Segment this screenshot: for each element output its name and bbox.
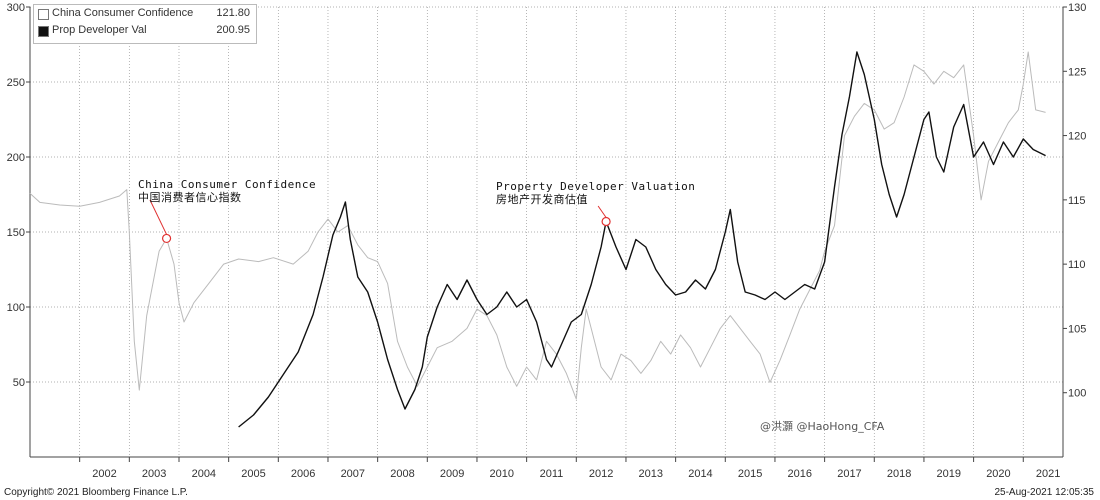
legend-swatch-prop-developer <box>38 26 49 37</box>
axes: 50 100 150 200 250 300 100 105 110 115 120 125 130 20… <box>7 2 1087 480</box>
x-tick-label: 2019 <box>937 468 961 480</box>
left-tick-label: 50 <box>13 377 25 389</box>
x-tick-label: 2014 <box>688 468 712 480</box>
consumer-marker <box>161 233 172 244</box>
x-tick-label: 2002 <box>92 468 116 480</box>
annotation-property-line1: Property Developer Valuation <box>496 180 696 193</box>
right-tick-label: 100 <box>1068 388 1086 400</box>
x-tick-label: 2010 <box>490 468 514 480</box>
annotation-property-line2: 房地产开发商估值 <box>496 193 588 206</box>
legend-item-consumer-confidence: China Consumer Confidence 121.80 <box>34 5 256 22</box>
right-tick-label: 110 <box>1068 259 1086 271</box>
consumer-leader-line <box>149 199 168 235</box>
left-tick-label: 150 <box>7 227 25 239</box>
x-tick-label: 2016 <box>788 468 812 480</box>
x-tick-label: 2012 <box>589 468 613 480</box>
x-tick-label: 2018 <box>887 468 911 480</box>
x-tick-label: 2006 <box>291 468 315 480</box>
legend-value-prop-developer: 200.95 <box>216 24 250 36</box>
annotation-consumer: China Consumer Confidence 中国消费者信心指数 <box>138 178 316 204</box>
x-tick-label: 2003 <box>142 468 166 480</box>
legend: China Consumer Confidence 121.80 Prop De… <box>33 4 257 44</box>
x-tick-label: 2008 <box>390 468 414 480</box>
x-tick-label: 2004 <box>192 468 216 480</box>
legend-label-prop-developer: Prop Developer Val <box>52 24 147 36</box>
x-tick-label: 2015 <box>738 468 762 480</box>
left-tick-label: 100 <box>7 302 25 314</box>
series-line-prop-developer <box>238 51 1046 428</box>
x-tick-label: 2013 <box>639 468 663 480</box>
series-layer <box>29 51 1046 428</box>
right-tick-label: 115 <box>1068 195 1086 207</box>
legend-label-consumer-confidence: China Consumer Confidence <box>52 7 194 19</box>
watermark: @洪灝 @HaoHong_CFA <box>760 420 885 433</box>
legend-value-consumer-confidence: 121.80 <box>216 7 250 19</box>
series-line-consumer-confidence <box>29 51 1046 400</box>
right-tick-label: 125 <box>1068 66 1086 78</box>
footer-timestamp: 25-Aug-2021 12:05:35 <box>994 487 1094 498</box>
right-tick-label: 120 <box>1068 131 1086 143</box>
property-leader-line <box>597 205 607 218</box>
property-marker <box>601 216 611 227</box>
annotation-property: Property Developer Valuation 房地产开发商估值 <box>496 180 695 206</box>
annotation-consumer-line1: China Consumer Confidence <box>138 178 317 191</box>
x-tick-label: 2021 <box>1036 468 1060 480</box>
left-tick-label: 300 <box>7 2 25 14</box>
legend-swatch-consumer-confidence <box>38 9 49 20</box>
right-tick-label: 105 <box>1068 323 1086 335</box>
annotation-consumer-line2: 中国消费者信心指数 <box>138 191 242 204</box>
x-tick-label: 2005 <box>241 468 265 480</box>
grid <box>30 6 1063 457</box>
x-tick-label: 2020 <box>986 468 1010 480</box>
x-tick-label: 2007 <box>341 468 365 480</box>
x-tick-label: 2017 <box>837 468 861 480</box>
left-tick-label: 250 <box>7 77 25 89</box>
x-tick-label: 2009 <box>440 468 464 480</box>
legend-item-prop-developer: Prop Developer Val 200.95 <box>34 22 256 39</box>
right-tick-label: 130 <box>1068 2 1086 14</box>
x-tick-label: 2011 <box>540 468 564 480</box>
left-tick-label: 200 <box>7 152 25 164</box>
annotation-markers <box>149 199 611 244</box>
footer-copyright: Copyright© 2021 Bloomberg Finance L.P. <box>4 487 188 498</box>
